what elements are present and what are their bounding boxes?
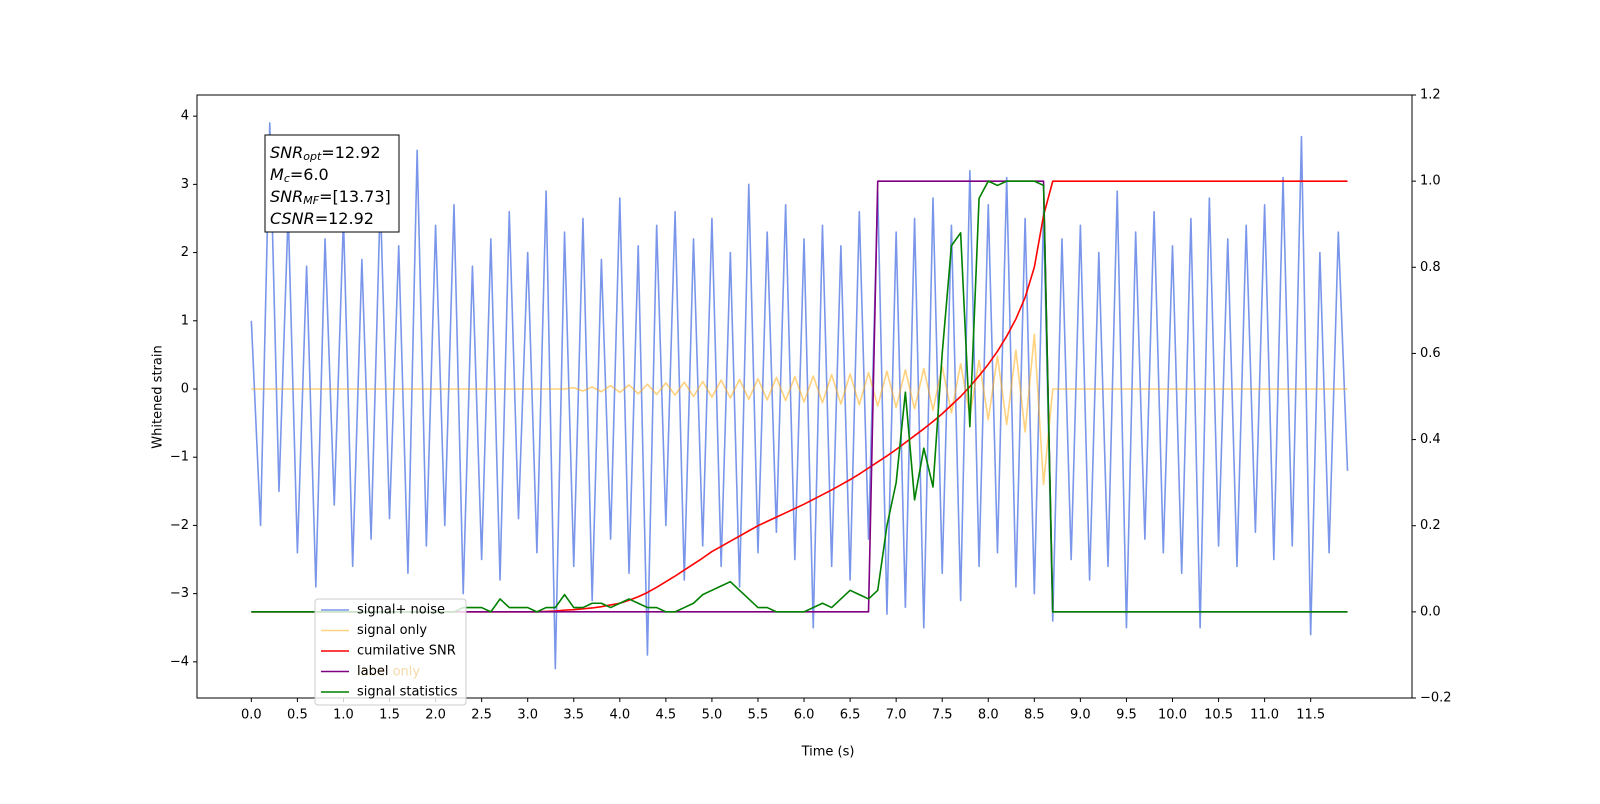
x-tick-label: 8.5 (1024, 708, 1045, 723)
x-tick-label: 9.5 (1116, 708, 1137, 723)
x-axis-label: Time (s) (801, 745, 855, 760)
legend-hidden-label: label only (357, 665, 420, 680)
annotation-subscript: MF (303, 194, 319, 207)
y-tick-label: 4 (181, 109, 189, 124)
y2-tick-label: −0.2 (1420, 691, 1452, 706)
x-tick-label: 3.5 (563, 708, 584, 723)
x-tick-label: 5.0 (702, 708, 723, 723)
x-tick-label: 4.5 (656, 708, 677, 723)
annotation-value: =12.92 (321, 143, 380, 162)
y2-tick-label: 0.4 (1420, 432, 1441, 447)
annotation-line: SNRMF=[13.73] (270, 187, 391, 208)
annotation-subscript: opt (303, 150, 322, 163)
annotation-box (264, 134, 400, 233)
annotation-line: Mc=6.0 (270, 165, 329, 186)
y2-tick-label: 0.8 (1420, 260, 1441, 275)
x-tick-label: 7.0 (886, 708, 907, 723)
legend-label: signal only (357, 623, 427, 638)
x-tick-label: 3.0 (517, 708, 538, 723)
legend-box (314, 598, 467, 706)
series-line (251, 333, 1348, 486)
annotation-subscript: c (284, 172, 290, 185)
annotation-symbol: SNR (270, 187, 303, 206)
x-tick-label: 1.0 (333, 708, 354, 723)
y2-tick-label: 0.0 (1420, 604, 1441, 619)
x-tick-label: 10.5 (1204, 708, 1233, 723)
y-tick-label: −2 (170, 518, 189, 533)
series-line (250, 122, 1349, 670)
y-tick-label: −4 (170, 654, 189, 669)
annotation-symbol: CSNR (270, 209, 315, 228)
x-tick-label: 9.0 (1070, 708, 1091, 723)
x-tick-label: 5.5 (748, 708, 769, 723)
legend: label only signal+ noise signal only cumila… (314, 598, 467, 706)
y2-tick-label: 1.0 (1420, 174, 1441, 189)
y2-tick-label: 0.6 (1420, 346, 1441, 361)
x-tick-label: 1.5 (379, 708, 400, 723)
legend-label: signal statistics (357, 685, 458, 700)
legend-label: label (357, 664, 388, 679)
x-tick-label: 0.0 (241, 708, 262, 723)
annotation-line: SNRopt=12.92 (270, 143, 381, 164)
x-tick-label: 11.0 (1250, 708, 1279, 723)
x-tick-label: 6.5 (840, 708, 861, 723)
legend-label: cumilative SNR (357, 644, 456, 659)
annotation-value: =6.0 (290, 165, 329, 184)
annotation-symbol: SNR (270, 143, 303, 162)
y-axis-label: Whitened strain (151, 345, 166, 448)
y-tick-label: 3 (181, 177, 189, 192)
x-tick-label: 4.0 (609, 708, 630, 723)
x-tick-label: 8.0 (978, 708, 999, 723)
plot-frame (196, 94, 1413, 699)
y-tick-label: −3 (170, 586, 189, 601)
x-tick-label: 10.0 (1158, 708, 1187, 723)
y-tick-label: 1 (181, 313, 189, 328)
x-tick-label: 11.5 (1296, 708, 1325, 723)
y-tick-label: −1 (170, 450, 189, 465)
x-tick-label: 2.0 (425, 708, 446, 723)
annotation-line: CSNR=12.92 (270, 209, 374, 228)
x-tick-label: 2.5 (471, 708, 492, 723)
y2-tick-label: 1.2 (1420, 88, 1441, 103)
annotation-symbol: M (270, 165, 284, 184)
y-tick-label: 0 (181, 381, 189, 396)
y2-tick-label: 0.2 (1420, 518, 1441, 533)
y-tick-label: 2 (181, 245, 189, 260)
x-tick-label: 0.5 (287, 708, 308, 723)
x-tick-label: 6.0 (794, 708, 815, 723)
annotation-value: =[13.73] (319, 187, 391, 206)
annotation: SNRopt=12.92Mc=6.0SNRMF=[13.73]CSNR=12.9… (264, 134, 400, 233)
legend-label: signal+ noise (357, 603, 445, 618)
annotation-value: =12.92 (315, 209, 374, 228)
x-tick-label: 7.5 (932, 708, 953, 723)
